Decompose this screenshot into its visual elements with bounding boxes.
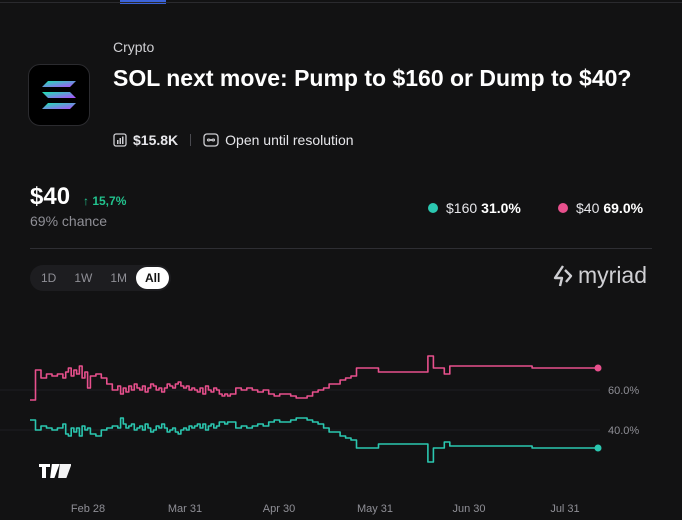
outcome-price: $40 <box>30 183 71 210</box>
outcome-chance: 69% chance <box>30 213 108 229</box>
legend-label: $160 <box>446 200 478 216</box>
range-1w-button[interactable]: 1W <box>74 271 93 285</box>
series-endpoint-160 <box>594 444 602 452</box>
market-category[interactable]: Crypto <box>113 39 155 55</box>
x-tick-label: Feb 28 <box>71 503 105 515</box>
series-line-40 <box>30 355 598 401</box>
market-status: Open until resolution <box>225 132 354 148</box>
bar-chart-icon <box>113 133 127 147</box>
x-tick-label: Apr 30 <box>263 503 295 515</box>
solana-logo <box>28 64 90 126</box>
series-line-160 <box>30 417 598 463</box>
legend-label: $40 <box>576 200 600 216</box>
solana-icon <box>42 81 76 109</box>
infinity-icon <box>203 133 219 147</box>
tradingview-logo <box>38 463 72 479</box>
myriad-logo: myriad <box>552 262 647 289</box>
chart-grid <box>0 389 600 431</box>
y-tick-label: 60.0% <box>608 385 639 397</box>
legend-item-40[interactable]: $40 69.0% <box>558 200 643 216</box>
y-tick-label: 40.0% <box>608 425 639 437</box>
price-change: ↑ 15,7% <box>83 194 127 208</box>
section-divider <box>30 248 652 249</box>
x-tick-label: May 31 <box>357 503 393 515</box>
myriad-icon <box>553 264 573 286</box>
legend-item-160[interactable]: $160 31.0% <box>428 200 521 216</box>
meta-separator <box>190 134 192 146</box>
x-tick-label: Mar 31 <box>168 503 202 515</box>
legend-dot-160 <box>428 203 438 213</box>
chart-series <box>30 355 602 463</box>
legend-pct: 69.0% <box>603 200 644 216</box>
time-range-selector: 1D 1W 1M All <box>30 265 172 291</box>
legend-dot-40 <box>558 203 568 213</box>
top-border <box>0 2 682 3</box>
x-tick-label: Jun 30 <box>452 503 485 515</box>
price-chart[interactable]: 40.0% 60.0% Feb 28 Mar 31 Apr 30 May 31 Jun 3… <box>0 330 682 520</box>
x-tick-label: Jul 31 <box>550 503 579 515</box>
market-volume: $15.8K <box>133 132 179 148</box>
market-title: SOL next move: Pump to $160 or Dump to $… <box>113 65 632 91</box>
range-1d-button[interactable]: 1D <box>41 271 57 285</box>
legend-pct: 31.0% <box>481 200 521 216</box>
series-endpoint-40 <box>594 364 602 372</box>
x-axis-labels: Feb 28 Mar 31 Apr 30 May 31 Jun 30 Jul 31 <box>71 503 580 515</box>
range-all-button[interactable]: All <box>136 267 170 289</box>
market-meta: $15.8K Open until resolution <box>113 132 354 148</box>
y-axis-labels: 40.0% 60.0% <box>608 385 639 437</box>
range-1m-button[interactable]: 1M <box>110 271 128 285</box>
brand-name: myriad <box>578 262 648 288</box>
